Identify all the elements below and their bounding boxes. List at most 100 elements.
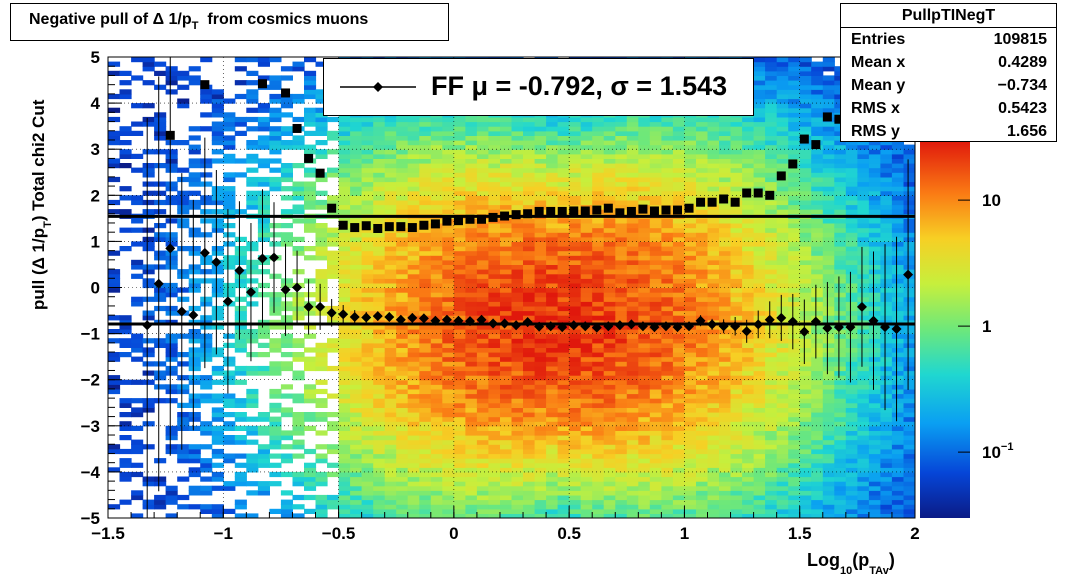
heatmap-cell — [246, 259, 259, 265]
heatmap-cell — [257, 121, 270, 127]
heatmap-cell — [361, 282, 374, 289]
heatmap-cell — [315, 416, 328, 422]
heatmap-cell — [234, 471, 247, 478]
heatmap-cell — [603, 319, 616, 325]
heatmap-cell — [131, 121, 144, 127]
heatmap-cell — [730, 504, 743, 510]
heatmap-cell — [476, 352, 489, 358]
heatmap-cell — [223, 176, 236, 183]
heatmap-cell — [719, 149, 732, 155]
heatmap-cell — [315, 471, 328, 478]
heatmap-cell — [350, 167, 363, 173]
heatmap-cell — [384, 435, 397, 441]
heatmap-cell — [453, 490, 466, 496]
heatmap-cell — [592, 476, 605, 482]
heatmap-cell — [626, 287, 639, 293]
heatmap-cell — [719, 416, 732, 422]
heatmap-cell — [396, 425, 409, 431]
heatmap-cell — [453, 494, 466, 501]
heatmap-cell — [177, 273, 190, 279]
heatmap-cell — [131, 407, 144, 413]
heatmap-cell — [476, 458, 489, 464]
heatmap-cell — [396, 246, 409, 252]
heatmap-cell — [753, 448, 766, 455]
heatmap-cell — [234, 282, 247, 289]
heatmap-cell — [788, 278, 801, 284]
heatmap-cell — [672, 163, 685, 169]
heatmap-cell — [534, 458, 547, 464]
heatmap-cell — [131, 103, 144, 109]
heatmap-cell — [776, 236, 789, 242]
heatmap-cell — [765, 186, 778, 192]
heatmap-cell — [707, 458, 720, 464]
heatmap-cell — [350, 476, 363, 482]
heatmap-cell — [419, 416, 432, 422]
heatmap-cell — [649, 435, 662, 441]
heatmap-cell — [384, 365, 397, 372]
heatmap-cell — [476, 264, 489, 270]
heatmap-cell — [696, 172, 709, 178]
heatmap-cell — [108, 338, 121, 344]
heatmap-cell — [396, 462, 409, 468]
heatmap-cell — [476, 412, 489, 418]
heatmap-cell — [580, 458, 593, 464]
heatmap-cell — [442, 310, 455, 316]
heatmap-cell — [672, 347, 685, 353]
heatmap-cell — [465, 439, 478, 445]
heatmap-cell — [338, 144, 351, 150]
heatmap-cell — [476, 250, 489, 256]
heatmap-cell — [546, 485, 559, 491]
heatmap-cell — [350, 448, 363, 455]
heatmap-cell — [534, 232, 547, 238]
heatmap-cell — [396, 287, 409, 293]
heatmap-cell — [603, 379, 616, 385]
heatmap-cell — [649, 467, 662, 473]
heatmap-cell — [419, 425, 432, 431]
heatmap-cell — [626, 494, 639, 501]
heatmap-cell — [465, 241, 478, 247]
heatmap-cell — [534, 144, 547, 150]
heatmap-cell — [476, 181, 489, 187]
heatmap-cell — [765, 370, 778, 376]
heatmap-cell — [719, 490, 732, 496]
heatmap-cell — [707, 153, 720, 159]
heatmap-cell — [315, 444, 328, 450]
heatmap-cell — [557, 453, 570, 459]
heatmap-cell — [557, 388, 570, 395]
heatmap-cell — [696, 223, 709, 229]
heatmap-cell — [396, 176, 409, 183]
heatmap-cell — [719, 130, 732, 136]
heatmap-cell — [626, 227, 639, 233]
heatmap-cell — [500, 223, 513, 229]
heatmap-cell — [661, 471, 674, 478]
heatmap-cell — [223, 121, 236, 127]
heatmap-cell — [661, 218, 674, 224]
heatmap-cell — [719, 186, 732, 192]
heatmap-cell — [638, 439, 651, 445]
heatmap-cell — [626, 458, 639, 464]
heatmap-cell — [407, 246, 420, 252]
heatmap-cell — [257, 425, 270, 431]
heatmap-cell — [350, 430, 363, 436]
heatmap-cell — [776, 195, 789, 201]
heatmap-cell — [384, 292, 397, 298]
heatmap-cell — [373, 444, 386, 450]
heatmap-cell — [304, 333, 317, 339]
heatmap-cell — [269, 181, 282, 187]
heatmap-cell — [661, 292, 674, 298]
heatmap-cell — [292, 375, 305, 381]
heatmap-cell — [430, 181, 443, 187]
heatmap-cell — [511, 218, 524, 224]
heatmap-cell — [569, 508, 582, 514]
heatmap-cell — [373, 462, 386, 468]
heatmap-cell — [223, 264, 236, 270]
heatmap-cell — [465, 227, 478, 233]
heatmap-cell — [304, 199, 317, 206]
heatmap-cell — [338, 504, 351, 510]
heatmap-cell — [165, 167, 178, 173]
heatmap-cell — [142, 444, 155, 450]
heatmap-cell — [511, 130, 524, 136]
heatmap-cell — [442, 273, 455, 279]
heatmap-cell — [776, 80, 789, 86]
heatmap-cell — [188, 485, 201, 491]
